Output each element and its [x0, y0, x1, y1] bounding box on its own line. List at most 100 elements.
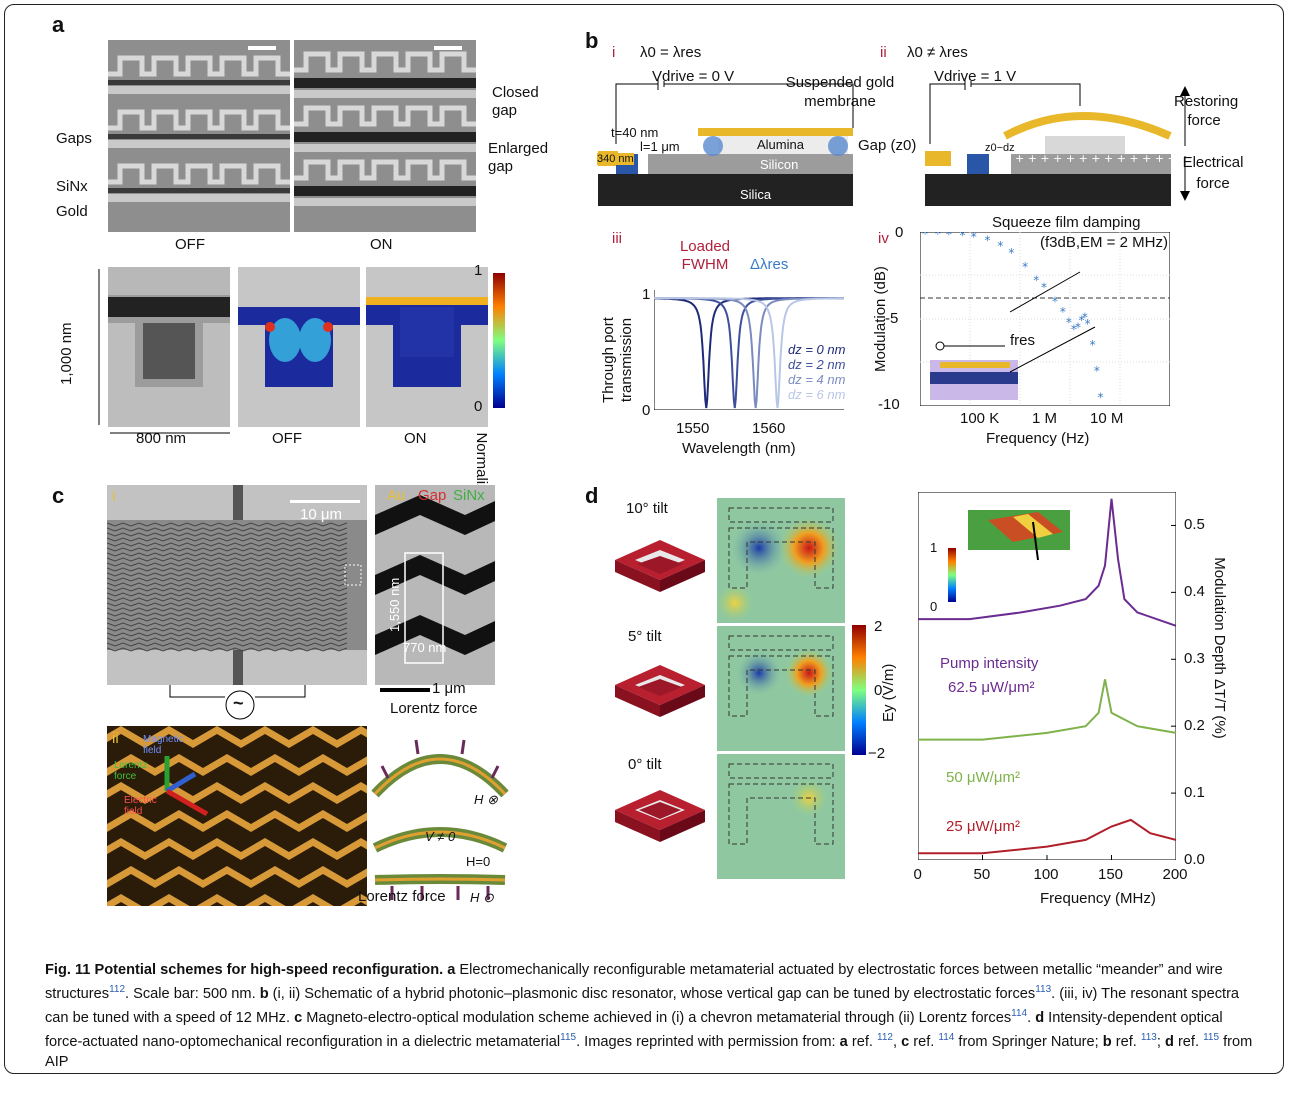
cap-r1-num[interactable]: 112 [877, 1031, 893, 1043]
c-ii-chevron-3d [107, 726, 367, 906]
cap-ref-115[interactable]: 115 [560, 1031, 577, 1043]
chevron-row [107, 527, 348, 532]
figure-caption: Fig. 11 Potential schemes for high-speed… [45, 960, 1260, 1072]
chevron-row [107, 557, 348, 562]
cap-r2-letter: c [901, 1033, 910, 1050]
chevron-3d [241, 782, 289, 804]
chevron-row [107, 582, 348, 587]
chevron-3d [337, 838, 367, 860]
b-iv-ylabel: Modulation (dB) [872, 266, 889, 372]
chevron-row [107, 632, 348, 637]
cap-c-text: Magneto-electro-optical modulation schem… [302, 1009, 1012, 1026]
b-iv-ytick-2: -10 [878, 396, 900, 413]
d-ylabel: Modulation Depth ΔT/T (%) [1211, 557, 1228, 739]
cap-b-text: (i, ii) Schematic of a hybrid photonic–p… [268, 985, 1036, 1002]
chevron-3d [107, 838, 145, 860]
chevron-3d [145, 838, 193, 860]
d-xtick-4: 200 [1162, 866, 1188, 883]
d-p3: 25 μW/μm² [946, 818, 1020, 835]
width-label: 800 nm [136, 430, 187, 447]
chevron-row [107, 607, 348, 612]
chevron-3d [299, 754, 347, 776]
chevron-3d [347, 868, 367, 888]
on-label-top: ON [370, 236, 393, 253]
d-series-2 [918, 818, 1176, 855]
d-ytick-0: 0.0 [1184, 851, 1205, 868]
b-340: 340 nm [597, 153, 634, 165]
b-iii-plot [654, 290, 844, 410]
b-i-label: i [612, 44, 616, 61]
c-ii-image [107, 726, 367, 906]
c-zoom [375, 485, 495, 685]
d-pump: Pump intensity [940, 655, 1039, 672]
d-ey-label: Ey (V/m) [880, 663, 897, 722]
c-zoom-chevrons [375, 495, 495, 664]
chevron-row [107, 572, 348, 577]
chevron-row [107, 562, 348, 567]
chevron-3d [292, 894, 334, 906]
d-xtick-0: 0 [913, 866, 922, 883]
chevron-row [107, 612, 348, 617]
chevron-row [107, 642, 348, 647]
cap-r2-num[interactable]: 114 [938, 1031, 955, 1043]
iv-point-14: * [1071, 322, 1077, 336]
sinx-label: SiNx [56, 178, 88, 195]
b-iv-xlabel: Frequency (Hz) [986, 430, 1090, 447]
iv-point-2: * [946, 232, 952, 242]
gold-label: Gold [56, 203, 88, 220]
c-v: V ≠ 0 [425, 829, 456, 844]
c-lorentz-top: Lorentz force [390, 700, 478, 717]
c-magnetic: Magnetic field [143, 734, 184, 756]
cap-r3-letter: b [1102, 1033, 1112, 1050]
d-ytick-1: 0.1 [1184, 784, 1205, 802]
cap-r3-num[interactable]: 113 [1140, 1031, 1157, 1043]
chevron-3d [347, 756, 367, 776]
chevron-row [107, 532, 348, 537]
cap-r3: ref. [1111, 1033, 1141, 1050]
chevron-row [107, 627, 348, 632]
iv-point-9: * [1033, 274, 1039, 288]
c-h-in: H ⊗ [474, 792, 498, 807]
chevron-3d [155, 810, 203, 832]
iv-point-20: * [1094, 364, 1100, 378]
chevron-row [107, 597, 348, 602]
cap-a-text: Electromechanically reconfigurable metam… [45, 962, 1223, 1002]
d-series-0 [918, 498, 1176, 627]
iv-point-18: * [1085, 317, 1091, 331]
chevron-row [107, 547, 348, 552]
cap-ref-112[interactable]: 112 [109, 984, 126, 995]
b-squeeze: Squeeze film damping [992, 214, 1141, 231]
cap-c-tail: . [1027, 1009, 1036, 1026]
cap-d-text: Intensity-dependent optical force-actuat… [45, 1009, 1223, 1050]
b-t: t=40 nm [611, 125, 659, 140]
d-p1: 62.5 μW/μm² [948, 679, 1035, 696]
b-l: l=1 μm [640, 139, 680, 154]
figure-frame [4, 4, 1284, 1074]
b-alumina: Alumina [757, 137, 804, 152]
c-gap: Gap [418, 487, 447, 504]
chevron-3d [203, 754, 251, 776]
iv-point-21: * [1097, 390, 1103, 404]
chevron-3d [203, 810, 251, 832]
d-ey-min: −2 [868, 745, 886, 762]
c-ac-source: ~ [233, 693, 244, 713]
chevron-3d [244, 894, 286, 906]
cap-ref-114[interactable]: 114 [1011, 1007, 1028, 1019]
iv-point-19: * [1090, 338, 1096, 352]
iv-point-0: * [922, 232, 928, 241]
iv-point-17: * [1082, 310, 1088, 324]
b-dl: Δλres [750, 256, 789, 273]
cap-ref-113[interactable]: 113 [1035, 984, 1052, 995]
chevron-row [107, 567, 348, 572]
b-silicon: Silicon [760, 157, 799, 172]
chevron-3d [299, 810, 347, 832]
iv-point-7: * [1008, 246, 1014, 260]
chevron-3d [251, 754, 299, 776]
chevron-3d [145, 726, 193, 748]
c-h0: H=0 [466, 854, 491, 869]
cap-r4-num[interactable]: 115 [1203, 1031, 1220, 1043]
cap-b-tail: . (iii, iv) The resonant spectra can be … [45, 985, 1240, 1026]
iv-point-12: * [1060, 305, 1066, 319]
d-p2: 50 μW/μm² [946, 769, 1020, 786]
d-ey-mid: 0 [874, 682, 883, 699]
